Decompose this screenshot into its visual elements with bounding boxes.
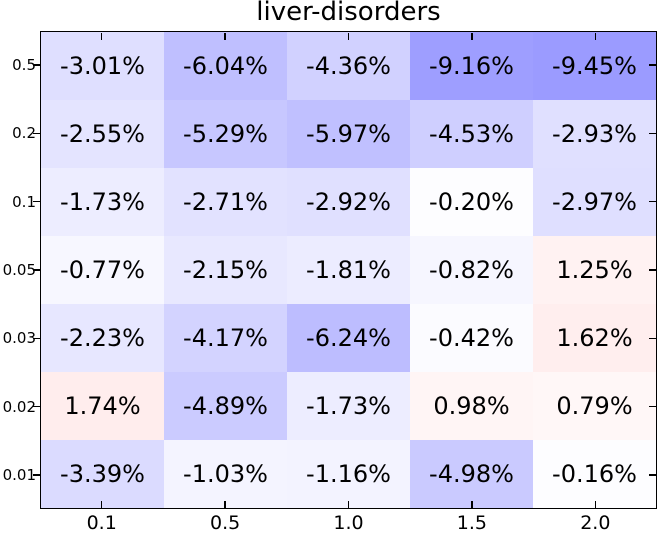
heatmap-cell-y0.02-x0.1: 1.74% [41,372,164,440]
x-tick-top [347,32,350,40]
heatmap-cell-y0.01-x1.5: -4.98% [410,440,533,508]
x-tick-bottom [100,500,103,508]
y-tick-label: 0.01 [2,465,36,484]
heatmap-cell-y0.02-x2.0: 0.79% [533,372,656,440]
heatmap-cell-y0.5-x1.0: -4.36% [287,32,410,100]
heatmap-cell-y0.03-x0.1: -2.23% [41,304,164,372]
heatmap-cell-y0.02-x0.5: -4.89% [164,372,287,440]
y-tick-left [33,269,40,271]
y-tick-right [648,64,656,66]
x-tick-bottom [594,500,597,508]
y-tick-label: 0.1 [12,192,36,211]
heatmap-cell-y0.2-x1.5: -4.53% [410,100,533,168]
heatmap-cell-y0.5-x2.0: -9.45% [533,32,656,100]
chart-title: liver-disorders [256,0,441,27]
y-tick-left [33,337,40,340]
heatmap-cell-y0.01-x2.0: -0.16% [533,440,656,508]
heatmap-cell-y0.1-x1.5: -0.20% [410,168,533,236]
y-tick-left [33,200,40,203]
y-tick-left [33,474,40,476]
y-tick-right [648,269,656,271]
x-tick-label: 1.0 [333,512,364,534]
y-tick-left [33,132,40,135]
x-tick-bottom [347,500,350,508]
heatmap-cell-y0.02-x1.0: -1.73% [287,372,410,440]
heatmap-cell-y0.05-x1.5: -0.82% [410,236,533,304]
heatmap-cell-y0.03-x1.5: -0.42% [410,304,533,372]
heatmap-cell-y0.05-x0.5: -2.15% [164,236,287,304]
heatmap-cell-y0.01-x0.5: -1.03% [164,440,287,508]
heatmap-cell-y0.02-x1.5: 0.98% [410,372,533,440]
x-tick-top [471,32,473,40]
y-tick-right [648,474,656,476]
heatmap-cell-y0.1-x1.0: -2.92% [287,168,410,236]
heatmap-cell-y0.2-x0.1: -2.55% [41,100,164,168]
heatmap-cell-y0.1-x2.0: -2.97% [533,168,656,236]
x-tick-label: 2.0 [580,512,611,534]
heatmap-cell-y0.2-x1.0: -5.97% [287,100,410,168]
y-tick-label: 0.05 [2,261,36,279]
heatmap-cell-y0.03-x0.5: -4.17% [164,304,287,372]
y-tick-right [648,405,656,408]
x-tick-label: 0.5 [209,512,241,534]
y-tick-left [33,405,40,408]
heatmap-cell-y0.03-x1.0: -6.24% [287,304,410,372]
y-tick-right [648,132,656,135]
x-tick-label: 1.5 [456,512,487,534]
x-tick-top [594,32,597,40]
y-tick-label: 0.5 [12,56,36,75]
heatmap-cell-y0.03-x2.0: 1.62% [533,304,656,372]
heatmap-cell-y0.5-x1.5: -9.16% [410,32,533,100]
heatmap-cell-y0.05-x2.0: 1.25% [533,236,656,304]
heatmap-cell-y0.5-x0.5: -6.04% [164,32,287,100]
heatmap-cell-y0.1-x0.5: -2.71% [164,168,287,236]
y-tick-left [33,64,40,66]
y-tick-right [648,200,656,203]
x-tick-bottom [471,500,473,508]
heatmap-cell-y0.1-x0.1: -1.73% [41,168,164,236]
x-tick-bottom [224,500,226,508]
y-tick-label: 0.2 [12,124,36,143]
heatmap-plot-area: -3.01% -6.04% -4.36% -9.16% -9.45% -2.55% -5.2… [40,31,657,509]
heatmap-cell-y0.05-x0.1: -0.77% [41,236,164,304]
x-tick-top [100,32,103,40]
heatmap-cell-y0.01-x0.1: -3.39% [41,440,164,508]
heatmap-cell-y0.05-x1.0: -1.81% [287,236,410,304]
y-tick-label: 0.02 [2,397,36,416]
y-tick-right [648,337,656,340]
y-tick-label: 0.03 [2,329,36,348]
x-tick-label: 0.1 [86,512,117,534]
x-tick-top [224,32,226,40]
heatmap-cell-y0.01-x1.0: -1.16% [287,440,410,508]
heatmap-cell-y0.2-x0.5: -5.29% [164,100,287,168]
heatmap-cell-y0.5-x0.1: -3.01% [41,32,164,100]
heatmap-cell-y0.2-x2.0: -2.93% [533,100,656,168]
